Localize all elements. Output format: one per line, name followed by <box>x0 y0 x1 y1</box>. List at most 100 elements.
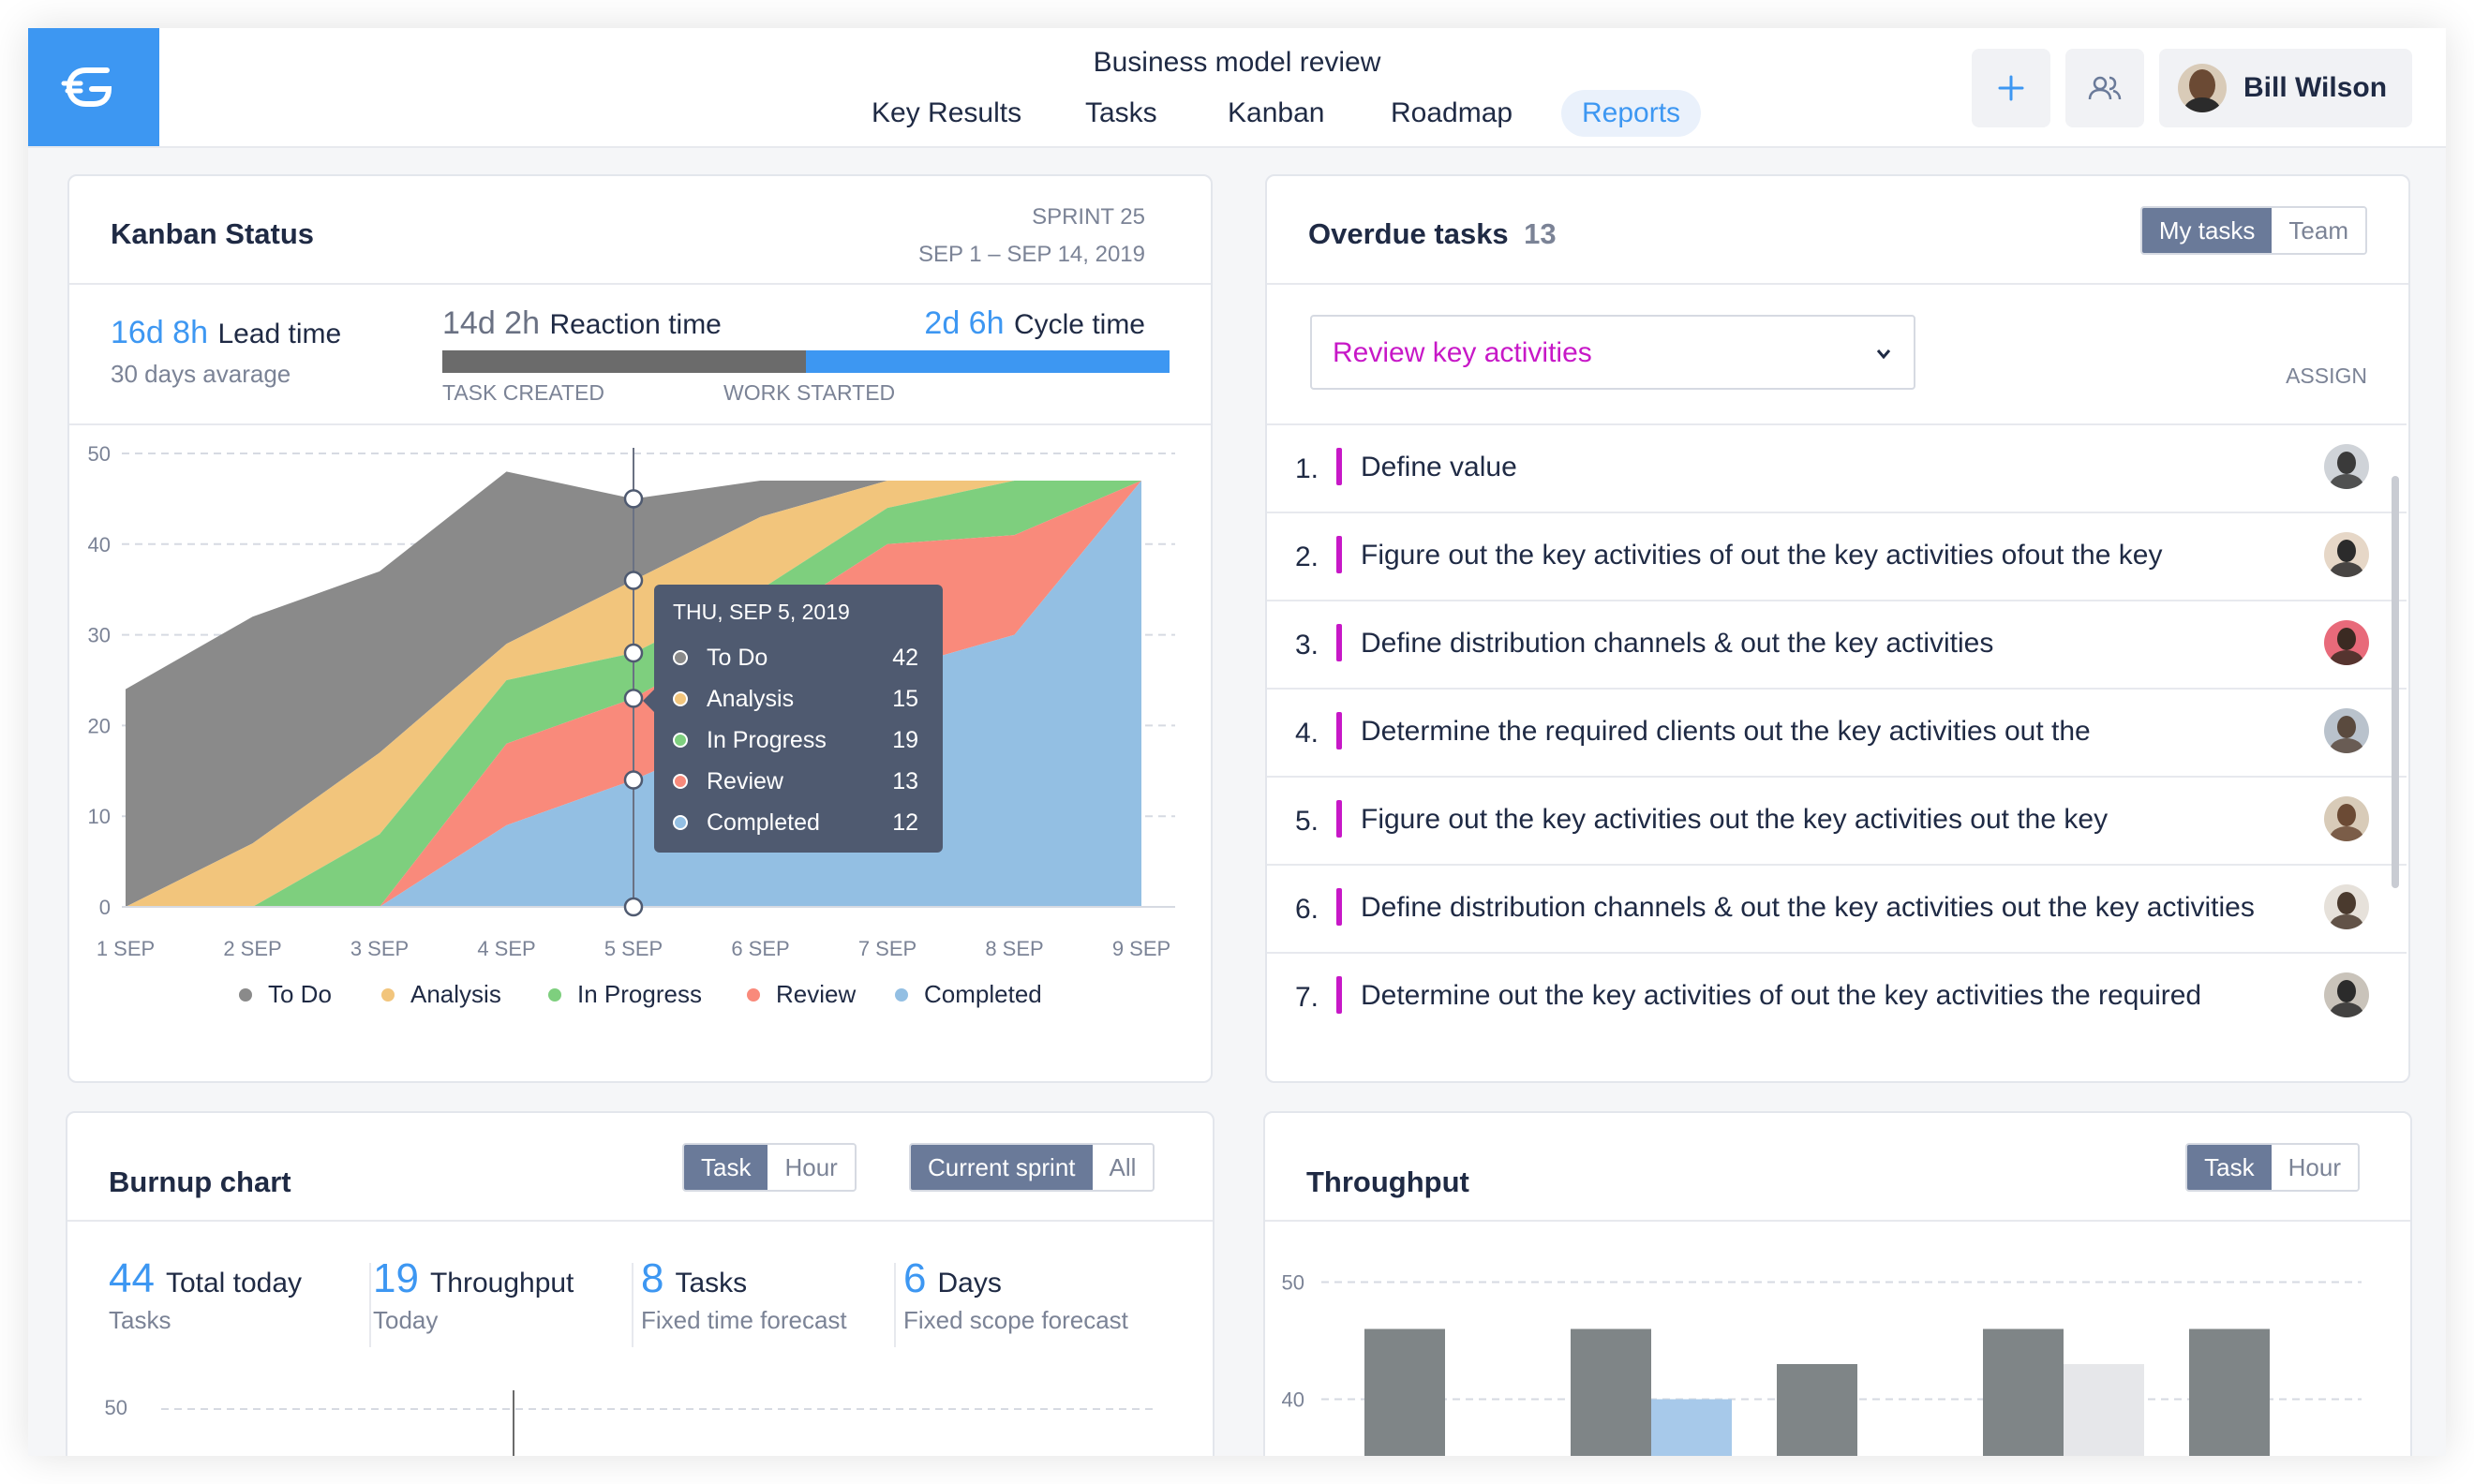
tasks-scope-toggle: My tasks Team <box>2139 206 2367 255</box>
top-bar: Business model review Key Results Tasks … <box>28 28 2446 148</box>
divider <box>1265 1220 2410 1222</box>
my-tasks-toggle[interactable]: My tasks <box>2141 208 2273 253</box>
task-marker <box>1336 800 1342 838</box>
team-toggle[interactable]: Team <box>2272 208 2365 253</box>
task-number: 2. <box>1295 542 1319 572</box>
hover-point <box>623 571 644 590</box>
y-tick-label: 20 <box>88 714 111 737</box>
hover-point <box>623 689 644 708</box>
task-row[interactable]: 3. Define distribution channels & out the… <box>1267 600 2407 688</box>
task-row[interactable]: 5. Figure out the key activities out the … <box>1267 776 2407 864</box>
tab-kanban[interactable]: Kanban <box>1228 97 1325 128</box>
assignee-avatar[interactable] <box>2324 532 2369 577</box>
sprint-dates: SEP 1 – SEP 14, 2019 <box>918 242 1145 267</box>
assignee-avatar[interactable] <box>2324 884 2369 929</box>
stat-label: Throughput <box>429 1268 574 1298</box>
task-row[interactable]: 6. Define distribution channels & out the… <box>1267 864 2407 952</box>
hover-point <box>623 770 644 790</box>
bar[interactable] <box>1983 1328 2064 1457</box>
hour-toggle[interactable]: Hour <box>2271 1145 2358 1190</box>
x-tick-label: 7 SEP <box>858 937 917 960</box>
tooltip-row: To Do 42 <box>673 645 918 675</box>
scrollbar[interactable] <box>2392 476 2399 888</box>
activity-dropdown[interactable]: Review key activities <box>1310 315 1915 390</box>
logo-icon <box>61 67 112 107</box>
bar[interactable] <box>1651 1399 1732 1457</box>
tooltip-value: 19 <box>892 727 918 753</box>
task-toggle[interactable]: Task <box>2187 1145 2272 1190</box>
task-marker <box>1336 448 1342 485</box>
task-row[interactable]: 4. Determine the required clients out the… <box>1267 688 2407 776</box>
user-menu[interactable]: Bill Wilson <box>2159 49 2412 127</box>
app-logo[interactable] <box>28 28 159 146</box>
task-title[interactable]: Figure out the key activities of out the… <box>1361 540 2163 571</box>
area-to-do[interactable] <box>126 471 1141 907</box>
add-button[interactable] <box>1972 49 2050 127</box>
x-tick-label: 8 SEP <box>985 937 1043 960</box>
overdue-tasks-card: Overdue tasks 13 My tasks Team Review ke… <box>1265 174 2410 1083</box>
task-title[interactable]: Figure out the key activities out the ke… <box>1361 804 2109 835</box>
legend-label[interactable]: Review <box>776 980 856 1008</box>
task-row[interactable]: 1. Define value <box>1267 423 2407 512</box>
tab-reports[interactable]: Reports <box>1561 90 1702 137</box>
card-title: Throughput <box>1306 1165 1469 1198</box>
task-title[interactable]: Determine the required clients out the k… <box>1361 716 2091 747</box>
legend-swatch <box>895 988 908 1002</box>
stat-value: 19 <box>373 1255 419 1301</box>
stat-fixed-time: 8 Tasks Fixed time forecast <box>641 1255 847 1335</box>
tooltip-label: Completed <box>707 809 820 836</box>
area-analysis[interactable] <box>126 481 1141 907</box>
legend-label[interactable]: Analysis <box>410 980 501 1008</box>
task-title[interactable]: Define distribution channels & out the k… <box>1361 628 1994 659</box>
current-sprint-toggle[interactable]: Current sprint <box>911 1145 1093 1190</box>
assignee-avatar[interactable] <box>2324 708 2369 753</box>
task-row[interactable]: 2. Figure out the key activities of out t… <box>1267 512 2407 600</box>
tooltip-swatch <box>673 691 688 706</box>
team-button[interactable] <box>2065 49 2144 127</box>
hour-toggle[interactable]: Hour <box>768 1145 855 1190</box>
reaction-time-label: Reaction time <box>549 309 722 340</box>
lead-time-value: 16d 8h <box>111 315 208 350</box>
legend-label[interactable]: To Do <box>268 980 332 1008</box>
assignee-avatar[interactable] <box>2324 620 2369 665</box>
tab-key-results[interactable]: Key Results <box>872 97 1022 128</box>
y-tick-label: 50 <box>105 1396 127 1419</box>
bar[interactable] <box>2189 1328 2270 1457</box>
reaction-time: 14d 2h Reaction time <box>442 305 722 342</box>
assignee-avatar[interactable] <box>2324 972 2369 1017</box>
chart-tooltip: THU, SEP 5, 2019 To Do 42 Analysis 15 In Pro… <box>643 585 943 853</box>
cycle-time: 2d 6h Cycle time <box>924 305 1145 342</box>
sprint-label: SPRINT 25 <box>1032 204 1145 230</box>
legend-label[interactable]: In Progress <box>577 980 702 1008</box>
task-toggle[interactable]: Task <box>684 1145 768 1190</box>
tooltip-date: THU, SEP 5, 2019 <box>673 600 850 624</box>
task-title[interactable]: Determine out the key activities of out … <box>1361 980 2202 1011</box>
card-title: Burnup chart <box>109 1165 291 1198</box>
plus-icon <box>1998 75 2024 101</box>
tab-tasks[interactable]: Tasks <box>1085 97 1157 128</box>
x-tick-label: 1 SEP <box>97 937 155 960</box>
burnup-unit-toggle: Task Hour <box>682 1143 857 1192</box>
task-row[interactable]: 7. Determine out the key activities of ou… <box>1267 952 2407 1040</box>
all-toggle[interactable]: All <box>1092 1145 1154 1190</box>
bar[interactable] <box>1777 1364 1857 1456</box>
hover-point <box>623 489 644 509</box>
throughput-card: Throughput Task Hour 40 50 <box>1263 1111 2412 1456</box>
task-title[interactable]: Define value <box>1361 452 1517 482</box>
assignee-avatar[interactable] <box>2324 444 2369 489</box>
task-title[interactable]: Define distribution channels & out the k… <box>1361 892 2255 923</box>
assignee-avatar[interactable] <box>2324 796 2369 841</box>
legend-label[interactable]: Completed <box>924 980 1042 1008</box>
stat-sub: Today <box>373 1306 439 1334</box>
card-title: Kanban Status <box>111 217 315 250</box>
chevron-down-icon <box>1876 349 1891 360</box>
task-marker <box>1336 712 1342 749</box>
legend-swatch <box>381 988 395 1002</box>
bar[interactable] <box>1571 1328 1651 1457</box>
bar[interactable] <box>1364 1328 1445 1457</box>
stat-sub: Fixed scope forecast <box>903 1306 1128 1334</box>
reaction-time-value: 14d 2h <box>442 305 540 341</box>
bar[interactable] <box>2064 1364 2144 1456</box>
overdue-header: Overdue tasks 13 <box>1308 217 1557 251</box>
tab-roadmap[interactable]: Roadmap <box>1391 97 1513 128</box>
